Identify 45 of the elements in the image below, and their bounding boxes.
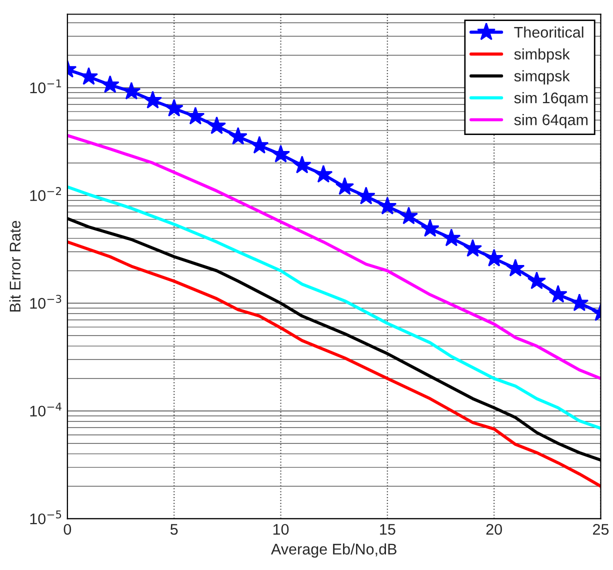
point — [228, 127, 248, 145]
x-axis-title: Average Eb/No,dB — [270, 543, 396, 558]
point — [186, 106, 205, 124]
point — [378, 196, 397, 214]
line-series — [67, 240, 601, 488]
x-tick-label: 5 — [170, 524, 178, 535]
point — [207, 116, 226, 134]
y-tick-label: 10$^{−5}$ — [30, 510, 62, 524]
x-tick-label: 20 — [486, 524, 502, 535]
point — [570, 293, 589, 312]
point — [548, 284, 568, 303]
point — [484, 248, 504, 266]
legend-label: Theoritical — [514, 26, 584, 38]
point — [250, 136, 269, 154]
legend-label: sim 16qam — [514, 92, 588, 106]
point — [506, 258, 525, 276]
point — [420, 219, 440, 237]
y-tick-label: 10$^{−1}$ — [30, 79, 62, 94]
point — [79, 67, 98, 85]
legend-label: sim 64qam — [514, 114, 588, 128]
x-tick-label: 25 — [593, 524, 609, 535]
point — [143, 90, 162, 109]
point — [164, 98, 184, 117]
line-series — [67, 185, 601, 430]
point — [271, 144, 290, 162]
legend-label: simqpsk — [514, 70, 570, 84]
y-tick-label: 10$^{−2}$ — [30, 187, 61, 201]
point — [100, 75, 120, 93]
point — [399, 206, 418, 224]
y-tick-label: 10$^{−4}$ — [30, 402, 62, 417]
x-tick-label: 15 — [380, 524, 396, 535]
x-tick-label: 10 — [273, 524, 289, 535]
y-tick-label: 10$^{−3}$ — [30, 294, 62, 309]
point — [292, 156, 312, 174]
point — [122, 82, 141, 100]
legend-label: simbpsk — [514, 48, 570, 63]
point — [356, 186, 376, 204]
y-axis-title: Bit Error Rate — [9, 220, 21, 312]
x-tick-label: 0 — [64, 524, 72, 535]
line-series — [67, 134, 601, 380]
point — [314, 164, 333, 183]
point — [527, 271, 546, 290]
point — [335, 177, 354, 195]
point — [442, 228, 461, 246]
point — [463, 239, 482, 257]
